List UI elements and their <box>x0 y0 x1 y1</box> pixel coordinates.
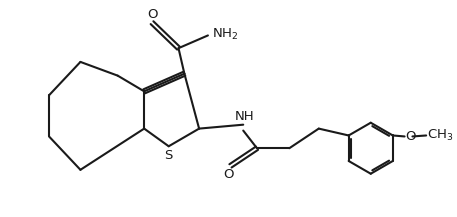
Text: O: O <box>147 8 157 21</box>
Text: O: O <box>223 168 234 181</box>
Text: NH: NH <box>234 110 254 123</box>
Text: CH$_3$: CH$_3$ <box>427 128 454 143</box>
Text: NH$_2$: NH$_2$ <box>212 27 238 42</box>
Text: O: O <box>405 130 416 143</box>
Text: S: S <box>165 149 173 162</box>
